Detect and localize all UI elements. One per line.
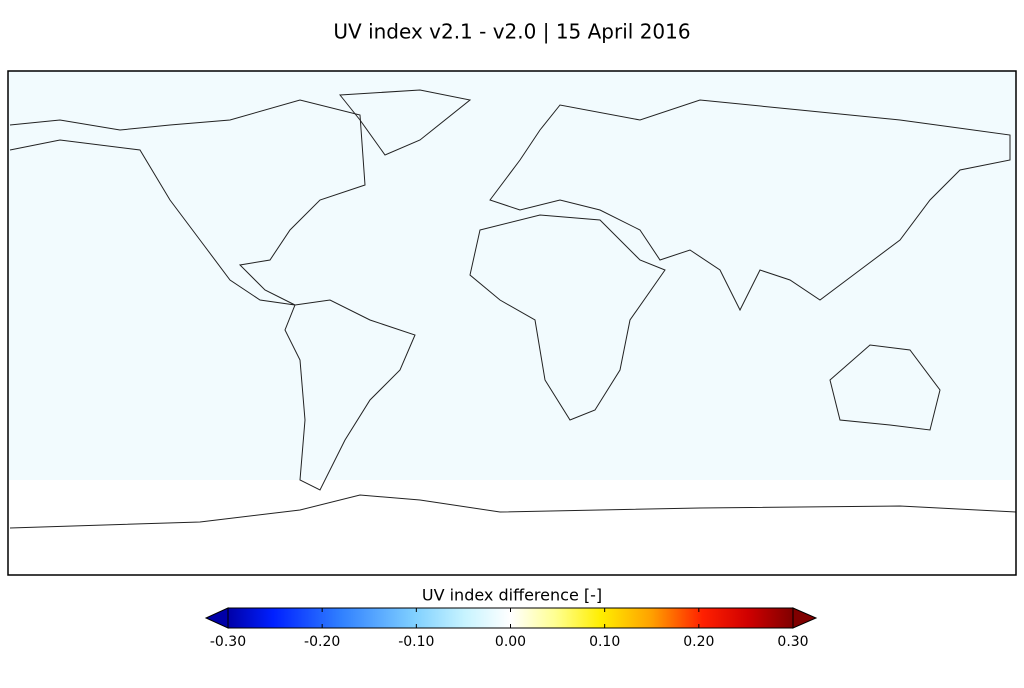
colorbar-tick-label: 0.10 — [589, 634, 620, 650]
colorbar-min-arrow — [204, 607, 229, 629]
title: UV index v2.1 - v2.0 | 15 April 2016 — [333, 20, 690, 44]
colorbar: -0.30 -0.20 -0.10 0.00 0.10 0.20 0.30 — [204, 607, 818, 650]
north-america — [9, 99, 366, 306]
australia — [829, 344, 941, 431]
colorbar-tick-label: 0.30 — [777, 634, 808, 650]
colorbar-label: UV index difference [-] — [422, 586, 602, 605]
polar-area — [8, 480, 1016, 575]
greenland — [339, 89, 472, 156]
colorbar-max-arrow — [792, 607, 818, 629]
antarctica — [9, 494, 1017, 529]
colorbar-tick-label: -0.20 — [304, 634, 340, 650]
south-america — [284, 299, 416, 491]
map — [7, 70, 1017, 576]
eurasia — [489, 99, 1011, 312]
map-frame — [7, 70, 1017, 576]
colorbar-tick-label: -0.10 — [398, 634, 434, 650]
colorbar-tick-label: 0.00 — [495, 634, 526, 650]
colorbar-tick-label: 0.20 — [683, 634, 714, 650]
africa — [469, 214, 666, 421]
colorbar-tick-label: -0.30 — [210, 634, 246, 650]
